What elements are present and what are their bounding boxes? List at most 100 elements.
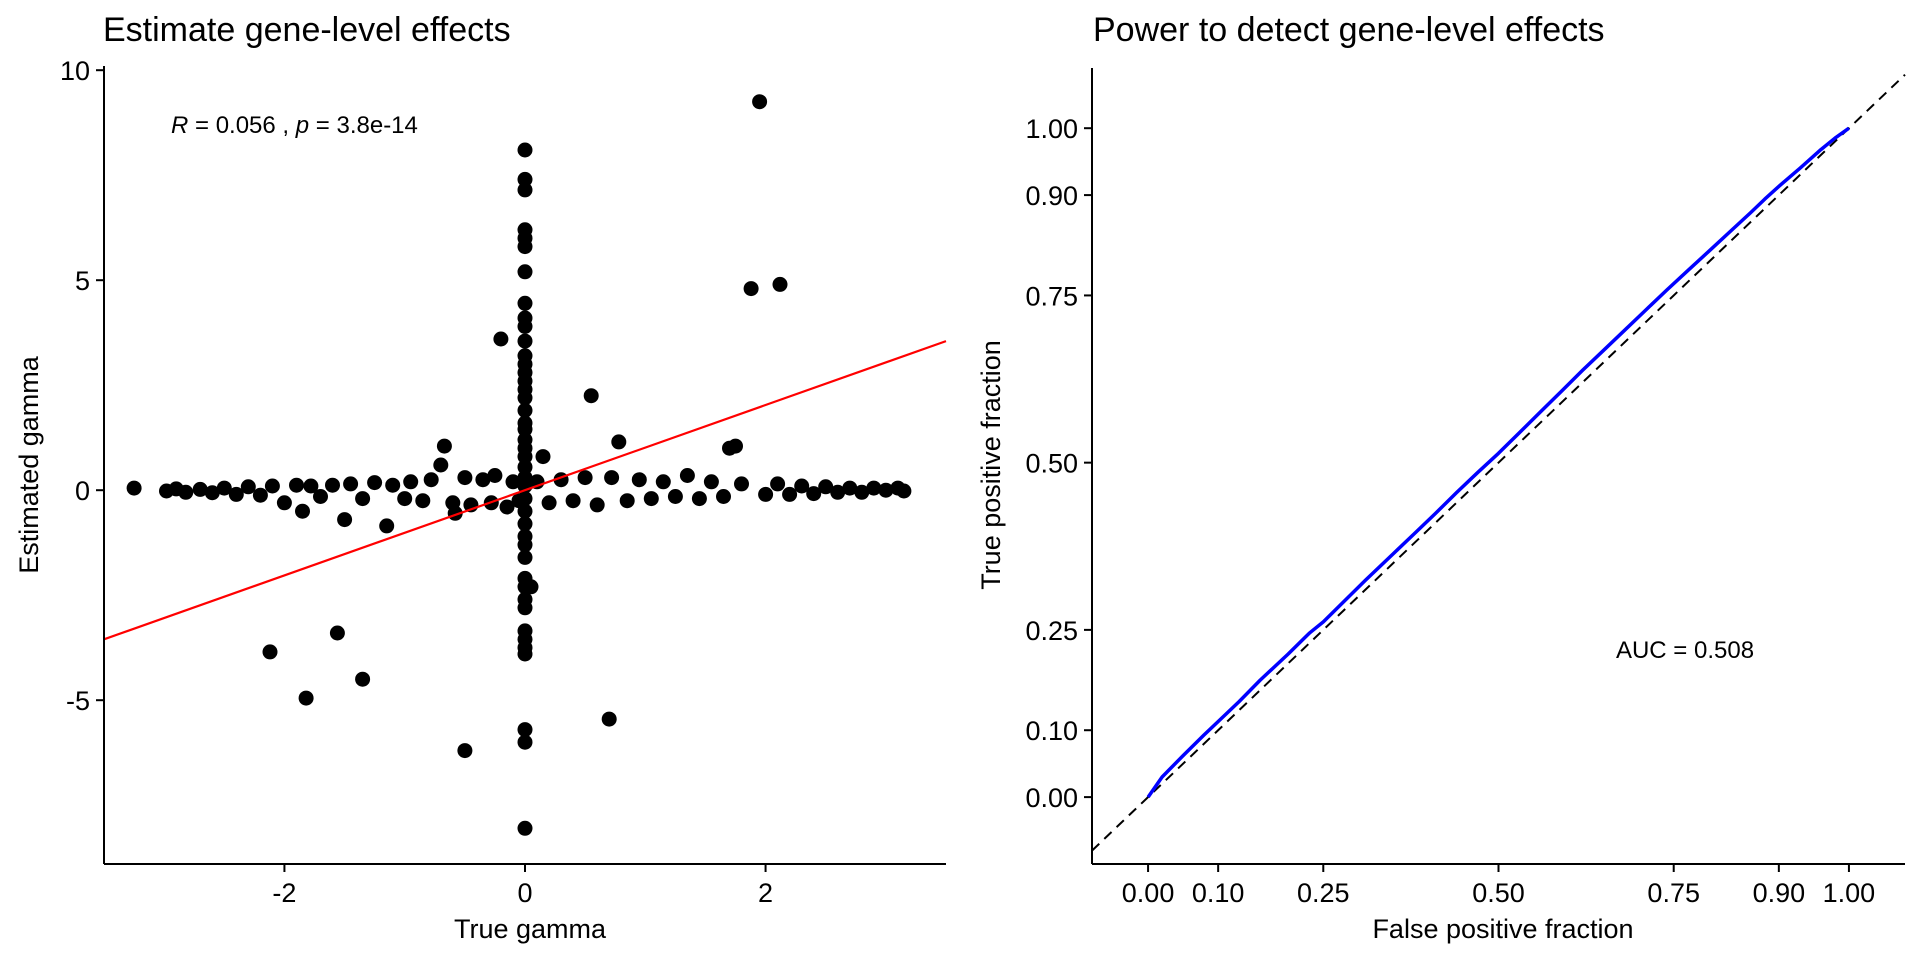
scatter-point	[517, 333, 533, 349]
scatter-point	[896, 483, 912, 499]
scatter-point	[313, 489, 328, 504]
scatter-point	[216, 480, 232, 496]
scatter-point	[517, 142, 533, 158]
scatter-point	[604, 470, 620, 486]
scatter-point	[577, 470, 593, 486]
scatter-point	[487, 468, 503, 483]
scatter-point	[679, 468, 695, 483]
scatter-point	[517, 402, 533, 418]
scatter-point	[770, 476, 786, 492]
scatter-point	[716, 489, 731, 504]
scatter-point	[517, 722, 533, 738]
left-y-ticks: -5 0 5 10	[60, 56, 104, 716]
right-x-tick-label: 0.75	[1647, 878, 1700, 908]
annot-p-label: p	[295, 112, 309, 139]
scatter-point	[743, 281, 759, 297]
left-scatter-points	[126, 94, 912, 836]
scatter-point	[619, 493, 635, 509]
right-y-tick-label: 1.00	[1025, 114, 1078, 144]
scatter-point	[782, 486, 798, 502]
scatter-point	[493, 331, 509, 347]
right-x-tick-label: 0.50	[1472, 878, 1525, 908]
scatter-point	[262, 644, 278, 660]
left-y-tick-label: 10	[60, 56, 90, 86]
scatter-point	[403, 474, 419, 490]
scatter-point	[517, 459, 533, 475]
scatter-point	[505, 474, 521, 490]
scatter-point	[517, 537, 533, 553]
scatter-point	[589, 497, 605, 513]
scatter-point	[475, 472, 491, 488]
scatter-point	[457, 743, 473, 759]
scatter-point	[355, 671, 371, 687]
scatter-point	[818, 479, 834, 495]
right-x-tick-label: 0.25	[1297, 878, 1350, 908]
left-correlation-annotation: R = 0.056 , p = 3.8e-14	[171, 112, 418, 139]
annot-r-value: = 0.056 ,	[188, 112, 295, 139]
left-chart-title: Estimate gene-level effects	[103, 11, 511, 49]
right-x-axis-label: False positive fraction	[1372, 914, 1633, 944]
scatter-point	[691, 491, 707, 507]
scatter-point	[289, 477, 304, 493]
scatter-point	[565, 493, 581, 509]
scatter-point	[517, 318, 533, 334]
scatter-point	[583, 388, 599, 404]
scatter-point	[517, 734, 533, 750]
right-x-tick-label: 1.00	[1823, 878, 1876, 908]
scatter-point	[854, 484, 870, 500]
scatter-point	[842, 480, 858, 496]
scatter-point	[415, 493, 431, 509]
right-chart-title: Power to detect gene-level effects	[1093, 11, 1605, 49]
right-auc-annotation: AUC = 0.508	[1616, 637, 1754, 664]
scatter-point	[517, 171, 533, 187]
right-roc-curve	[1146, 126, 1850, 799]
scatter-point	[523, 579, 539, 595]
right-y-axis-label: True positive fraction	[976, 340, 1006, 590]
left-y-tick-label: -5	[66, 686, 90, 716]
scatter-point	[385, 477, 401, 493]
left-x-tick-label: 2	[758, 878, 773, 908]
left-fit-line	[103, 340, 947, 641]
scatter-point	[517, 390, 533, 406]
scatter-point	[772, 276, 788, 292]
scatter-point	[517, 503, 533, 519]
scatter-point	[204, 485, 220, 501]
scatter-point	[499, 499, 515, 515]
scatter-point	[192, 481, 208, 497]
scatter-point	[517, 182, 533, 198]
right-y-tick-label: 0.75	[1025, 281, 1078, 311]
scatter-point	[276, 495, 292, 511]
scatter-point	[866, 480, 882, 496]
scatter-point	[758, 486, 774, 502]
scatter-point	[517, 549, 533, 565]
scatter-point	[601, 711, 617, 727]
right-x-ticks: 0.00 0.10 0.25 0.50 0.75 0.90 1.00	[1122, 864, 1875, 908]
left-y-tick-label: 0	[75, 476, 90, 506]
right-y-tick-label: 0.10	[1025, 716, 1078, 746]
scatter-point	[240, 479, 256, 495]
scatter-point	[611, 434, 627, 450]
right-y-tick-label: 0.50	[1025, 449, 1078, 479]
scatter-point	[252, 487, 268, 503]
scatter-point	[517, 295, 533, 311]
scatter-point	[264, 478, 280, 494]
scatter-point	[728, 438, 743, 454]
left-x-ticks: -2 0 2	[272, 864, 773, 908]
scatter-point	[367, 475, 383, 491]
scatter-point	[794, 478, 810, 494]
right-y-tick-label: 0.25	[1025, 616, 1078, 646]
scatter-point	[703, 474, 719, 490]
scatter-point	[517, 491, 533, 507]
scatter-point	[752, 94, 768, 110]
scatter-point	[517, 600, 533, 616]
scatter-point	[228, 486, 244, 502]
scatter-point	[878, 482, 894, 498]
scatter-point	[325, 477, 340, 493]
right-y-ticks: 0.00 0.10 0.25 0.50 0.75 0.90 1.00	[1025, 114, 1092, 813]
scatter-point	[655, 474, 671, 490]
scatter-point	[517, 264, 533, 280]
left-y-tick-label: 5	[75, 266, 90, 296]
scatter-point	[379, 518, 395, 534]
